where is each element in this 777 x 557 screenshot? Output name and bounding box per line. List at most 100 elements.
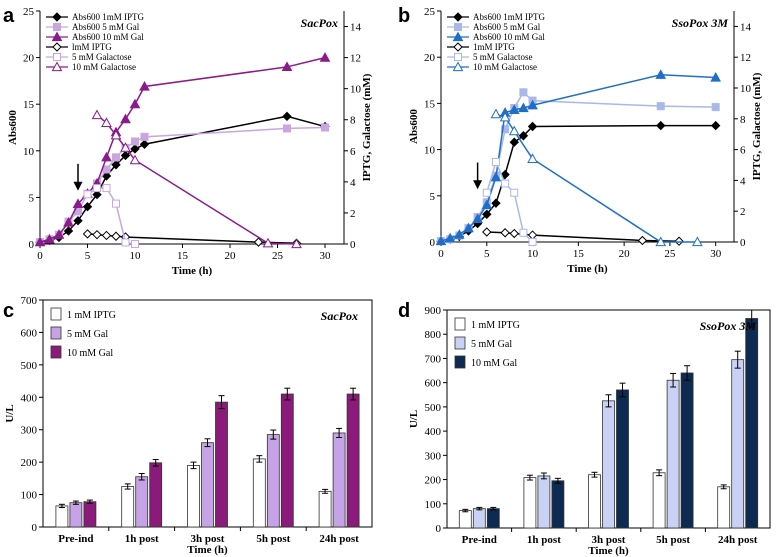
data-point-5-mm-galactose — [501, 179, 510, 188]
data-point-abs600-5-mm-gal — [321, 123, 329, 132]
x-tick-label: 20 — [619, 248, 631, 260]
data-point-lmm-iptg — [111, 231, 121, 241]
data-point-abs600-10-mm-gal — [444, 232, 456, 243]
legend-marker-5-mm-galactose — [53, 53, 61, 61]
legend-label: 5 mM Gal — [471, 339, 512, 350]
data-point-abs600-1mm-iptg — [527, 121, 538, 132]
data-point-abs600-1mm-iptg — [656, 120, 666, 131]
data-point-abs600-10-mm-gal — [453, 229, 465, 239]
data-point-10-mm-galactose — [262, 237, 274, 248]
x-axis-label: Time (h) — [588, 545, 629, 557]
panel-letter-d: d — [398, 300, 410, 322]
data-point-abs600-10-mm-gal — [463, 222, 474, 233]
y-tick-label: 500 — [21, 360, 38, 372]
x-tick-label: 15 — [573, 248, 585, 260]
data-point-abs600-1mm-iptg — [518, 131, 529, 141]
y-axis-label: U/L — [408, 410, 420, 428]
y-axis-label: Abs600 — [408, 109, 420, 144]
data-point-abs600-1mm-iptg — [139, 139, 150, 149]
y-tick-label: 800 — [425, 329, 442, 341]
data-point-abs600-10-mm-gal — [34, 236, 46, 247]
y-tick-label: 600 — [21, 327, 38, 339]
panel-letter-c: c — [3, 300, 14, 322]
category-label: 1h post — [527, 534, 561, 546]
bar-5-mm-gal — [602, 400, 615, 529]
data-point-5-mm-galactose — [482, 188, 491, 197]
bar-10-mm-gal — [680, 372, 694, 529]
category-label: Pre-ind — [462, 534, 497, 546]
category-label: 5h post — [256, 533, 290, 545]
data-point-abs600-1mm-iptg — [73, 215, 83, 226]
bar-1-mm-iptg — [458, 510, 472, 529]
y-tick-label: 900 — [425, 305, 442, 317]
legend-label: 5 mM Galactose — [72, 52, 131, 62]
y2-tick-label: 14 — [740, 21, 752, 33]
legend-label: 10 mM Gal — [471, 358, 517, 369]
y2-tick-label: 0 — [350, 239, 356, 251]
category-label: 1h post — [125, 533, 159, 545]
panel-letter-a: a — [3, 5, 15, 27]
chart-title: SsoPox 3M — [700, 319, 757, 333]
bar-1-mm-iptg — [588, 474, 601, 529]
activity-chart-sacpox: 0 100 200 300 400 500 600 700 Pre-ind 1h post 3h p… — [4, 295, 373, 556]
y-tick-label: 200 — [21, 457, 38, 469]
data-point-abs600-1mm-iptg — [710, 120, 721, 131]
bar-5-mm-gal — [332, 432, 346, 528]
category-label: 3h post — [191, 533, 225, 545]
data-point-5-mm-galactose — [83, 190, 92, 199]
y2-axis-label: IPTG, Galactose (mM) — [361, 73, 373, 181]
data-point-1mm-iptg — [500, 228, 510, 238]
y2-tick-label: 12 — [350, 53, 361, 65]
legend: 1 mM IPTG 5 mM Gal 10 mM Gal — [454, 317, 520, 369]
data-point-5-mm-galactose — [131, 240, 139, 248]
data-point-5-mm-galactose — [528, 238, 537, 246]
data-point-abs600-10-mm-gal — [527, 99, 538, 110]
legend-marker-abs600-10-mm-gal — [452, 31, 464, 42]
x-tick-label: 10 — [527, 248, 539, 260]
data-point-5-mm-galactose — [112, 199, 120, 208]
data-point-lmm-iptg — [253, 237, 264, 247]
legend-label: 1 mM IPTG — [67, 310, 116, 321]
y-axis-label: Abs600 — [7, 110, 19, 145]
y2-tick-label: 8 — [350, 115, 356, 127]
y2-tick-label: 10 — [350, 84, 362, 96]
x-axis-label: Time (h) — [567, 263, 608, 275]
bar-10-mm-gal — [551, 480, 565, 529]
legend-marker-10-mm-galactose — [452, 61, 464, 72]
data-point-abs600-10-mm-gal — [435, 235, 447, 246]
bar-10-mm-gal — [149, 462, 163, 528]
legend-swatch-1-mm-iptg — [50, 307, 62, 321]
legend-marker-abs600-1mm-iptg — [453, 12, 463, 22]
legend-swatch-5-mm-gal — [50, 326, 62, 340]
data-point-lmm-iptg — [92, 229, 102, 240]
y-tick-label: 0 — [29, 239, 35, 251]
data-point-abs600-5-mm-gal — [656, 102, 665, 111]
data-point-abs600-10-mm-gal — [319, 52, 331, 62]
y-tick-label: 400 — [425, 426, 442, 438]
legend-label: 5 mM Gal — [67, 329, 108, 340]
legend-label: Abs600 1mM IPTG — [473, 12, 546, 22]
y-tick-label: 400 — [21, 392, 38, 404]
data-point-5-mm-galactose — [510, 188, 519, 197]
data-point-abs600-10-mm-gal — [518, 102, 529, 113]
x-axis-label: Time (h) — [172, 265, 213, 277]
data-point-abs600-10-mm-gal — [53, 229, 65, 239]
legend: 1 mM IPTG 5 mM Gal 10 mM Gal — [50, 307, 116, 359]
legend-marker-abs600-10-mm-gal — [51, 31, 63, 42]
legend-label: Abs600 5 mM Gal — [473, 22, 541, 32]
bar-1-mm-iptg — [652, 472, 666, 529]
bar-10-mm-gal — [280, 393, 294, 528]
legend-label: 5 mM Galactose — [473, 52, 532, 62]
data-point-5-mm-galactose — [102, 184, 111, 193]
y2-tick-label: 6 — [350, 146, 356, 158]
legend-swatch-10-mm-gal — [454, 355, 466, 369]
data-point-abs600-1mm-iptg — [509, 137, 519, 147]
legend-marker-abs600-5-mm-gal — [454, 23, 462, 31]
data-point-abs600-10-mm-gal — [129, 98, 141, 109]
y2-axis-label: IPTG, Galactose (mM) — [751, 72, 763, 180]
y-tick-label: 5 — [29, 192, 35, 204]
activity-chart-ssopox: 0 100 200 300 400 500 600 700 800 900 Pre-ind 1h po… — [408, 305, 771, 557]
y-tick-label: 25 — [424, 6, 436, 18]
